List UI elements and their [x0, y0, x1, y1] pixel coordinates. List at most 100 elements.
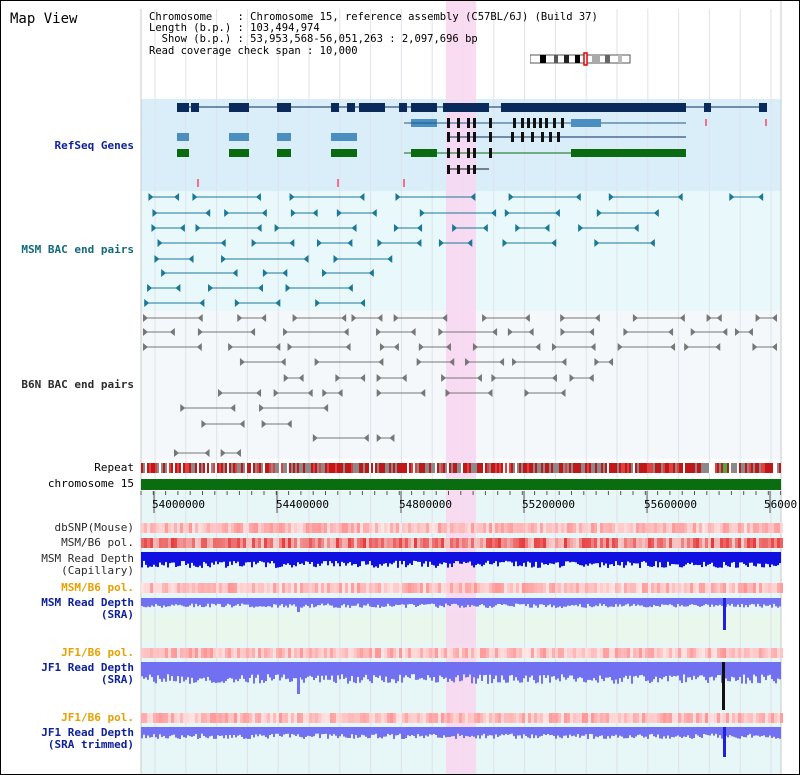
dbsnp-heat — [315, 523, 318, 533]
jf1-b6-pol-trimmed-heat — [732, 713, 735, 723]
msm-depth-capillary-bar — [305, 552, 307, 562]
msm-depth-sra-bar — [549, 598, 551, 605]
dbsnp-heat — [609, 523, 612, 533]
jf1-depth-trimmed-bar — [167, 727, 169, 739]
msm-b6-pol-sra-heat — [675, 583, 678, 593]
repeat-mark — [617, 463, 619, 473]
msm-depth-sra-bar — [595, 598, 597, 606]
jf1-b6-pol-trimmed-heat — [141, 713, 144, 723]
msm-depth-sra-bar — [687, 598, 689, 607]
jf1-b6-pol-heat — [582, 648, 585, 658]
jf1-depth-sra-bar — [561, 662, 563, 675]
jf1-depth-sra-bar — [371, 662, 373, 684]
b6n-bac-pair-end — [197, 328, 203, 336]
jf1-depth-sra-bar — [457, 662, 459, 676]
msm-bac-pair-end — [289, 193, 295, 201]
jf1-depth-sra-bar — [755, 662, 757, 677]
msm-depth-sra-bar — [375, 598, 377, 608]
jf1-b6-pol-trimmed-heat — [258, 713, 261, 723]
msm-depth-sra-bar-spike — [297, 598, 300, 612]
msm-b6-pol-sra-heat — [393, 583, 396, 593]
jf1-depth-trimmed-bar — [489, 727, 491, 736]
msm-depth-sra-bar — [451, 598, 453, 605]
msm-b6-pol-sra-label: MSM/B6 pol. — [61, 581, 134, 594]
repeat-mark — [293, 463, 295, 473]
jf1-b6-pol-heat — [534, 648, 537, 658]
jf1-depth-trimmed-bar — [693, 727, 695, 739]
msm-depth-capillary-bar — [653, 552, 655, 567]
jf1-depth-trimmed-bar — [219, 727, 221, 736]
msm-b6-pol-heat — [150, 538, 153, 548]
jf1-depth-trimmed-bar — [363, 727, 365, 736]
msm-b6-pol-sra-heat — [444, 583, 447, 593]
jf1-b6-pol-trimmed-heat — [762, 713, 765, 723]
repeat-mark — [367, 463, 369, 473]
dbsnp-heat — [201, 523, 204, 533]
msm-depth-sra-bar — [755, 598, 757, 607]
jf1-depth-sra-bar — [731, 662, 733, 677]
dbsnp-heat — [465, 523, 468, 533]
jf1-depth-sra-bar — [605, 662, 607, 678]
dbsnp-heat — [759, 523, 762, 533]
b6n-bac-pair-end — [420, 389, 426, 397]
dbsnp-heat — [420, 523, 423, 533]
dbsnp-heat — [603, 523, 606, 533]
jf1-b6-pol-heat — [495, 648, 498, 658]
msm-b6-pol-heat — [489, 538, 492, 548]
msm-b6-pol-sra-heat — [486, 583, 489, 593]
jf1-depth-sra-bar — [329, 662, 331, 680]
msm-depth-capillary-bar — [687, 552, 689, 563]
msm-depth-sra-bar — [693, 598, 695, 605]
repeat-mark — [381, 463, 383, 473]
b6n-bac-pair-end — [594, 314, 600, 322]
msm-depth-sra-bar — [453, 598, 455, 604]
jf1-depth-trimmed-bar — [377, 727, 379, 739]
msm-depth-sra-bar — [539, 598, 541, 605]
msm-read-depth-sra-label: MSM Read Depth — [41, 596, 134, 609]
jf1-depth-trimmed-bar — [761, 727, 763, 736]
chromosome-ideogram[interactable] — [530, 52, 632, 66]
jf1-depth-sra-bar — [331, 662, 333, 676]
dbsnp-heat — [141, 523, 144, 533]
msm-b6-pol-heat — [717, 538, 720, 548]
msm-bac-pair-end — [220, 239, 226, 247]
b6n-bac-pair-end — [722, 328, 728, 336]
jf1-b6-pol-heat — [519, 648, 522, 658]
msm-depth-sra-bar — [193, 598, 195, 608]
chromosome-label: chromosome 15 — [47, 477, 134, 490]
msm-depth-capillary-bar — [647, 552, 649, 566]
b6n-bac-pair-end — [464, 358, 470, 366]
jf1-depth-sra-bar — [253, 662, 255, 684]
repeat-mark — [767, 463, 769, 473]
msm-b6-pol-heat — [453, 538, 456, 548]
b6n-bac-pair-end — [401, 374, 407, 382]
msm-b6-pol-heat — [681, 538, 684, 548]
msm-depth-capillary-bar — [315, 552, 317, 568]
jf1-depth-sra-bar — [607, 662, 609, 678]
repeat-mark — [741, 463, 743, 473]
jf1-b6-pol-trimmed-heat — [435, 713, 438, 723]
msm-depth-capillary-bar — [637, 552, 639, 564]
msm-depth-capillary-bar — [703, 552, 705, 562]
msm-b6-pol-sra-heat — [714, 583, 717, 593]
msm-depth-capillary-bar — [461, 552, 463, 564]
jf1-depth-sra-bar — [623, 662, 625, 678]
repeat-mark — [317, 463, 319, 473]
msm-b6-pol-sra-heat — [255, 583, 258, 593]
dbsnp-heat — [594, 523, 597, 533]
msm-b6-pol-heat — [570, 538, 573, 548]
dbsnp-heat — [291, 523, 294, 533]
jf1-depth-sra-bar — [575, 662, 577, 682]
jf1-depth-trimmed-bar — [221, 727, 223, 736]
repeat-mark — [201, 463, 203, 473]
msm-depth-capillary-bar — [507, 552, 509, 562]
jf1-b6-pol-trimmed-heat — [513, 713, 516, 723]
msm-b6-pol-heat — [417, 538, 420, 548]
repeat-mark — [419, 463, 421, 473]
msm-bac-pair-end — [575, 193, 581, 201]
jf1-depth-trimmed-bar — [487, 727, 489, 736]
jf1-b6-pol-trimmed-heat — [324, 713, 327, 723]
msm-depth-sra-bar — [721, 598, 723, 606]
msm-b6-pol-heat — [603, 538, 606, 548]
msm-bac-pair-end — [256, 224, 262, 232]
